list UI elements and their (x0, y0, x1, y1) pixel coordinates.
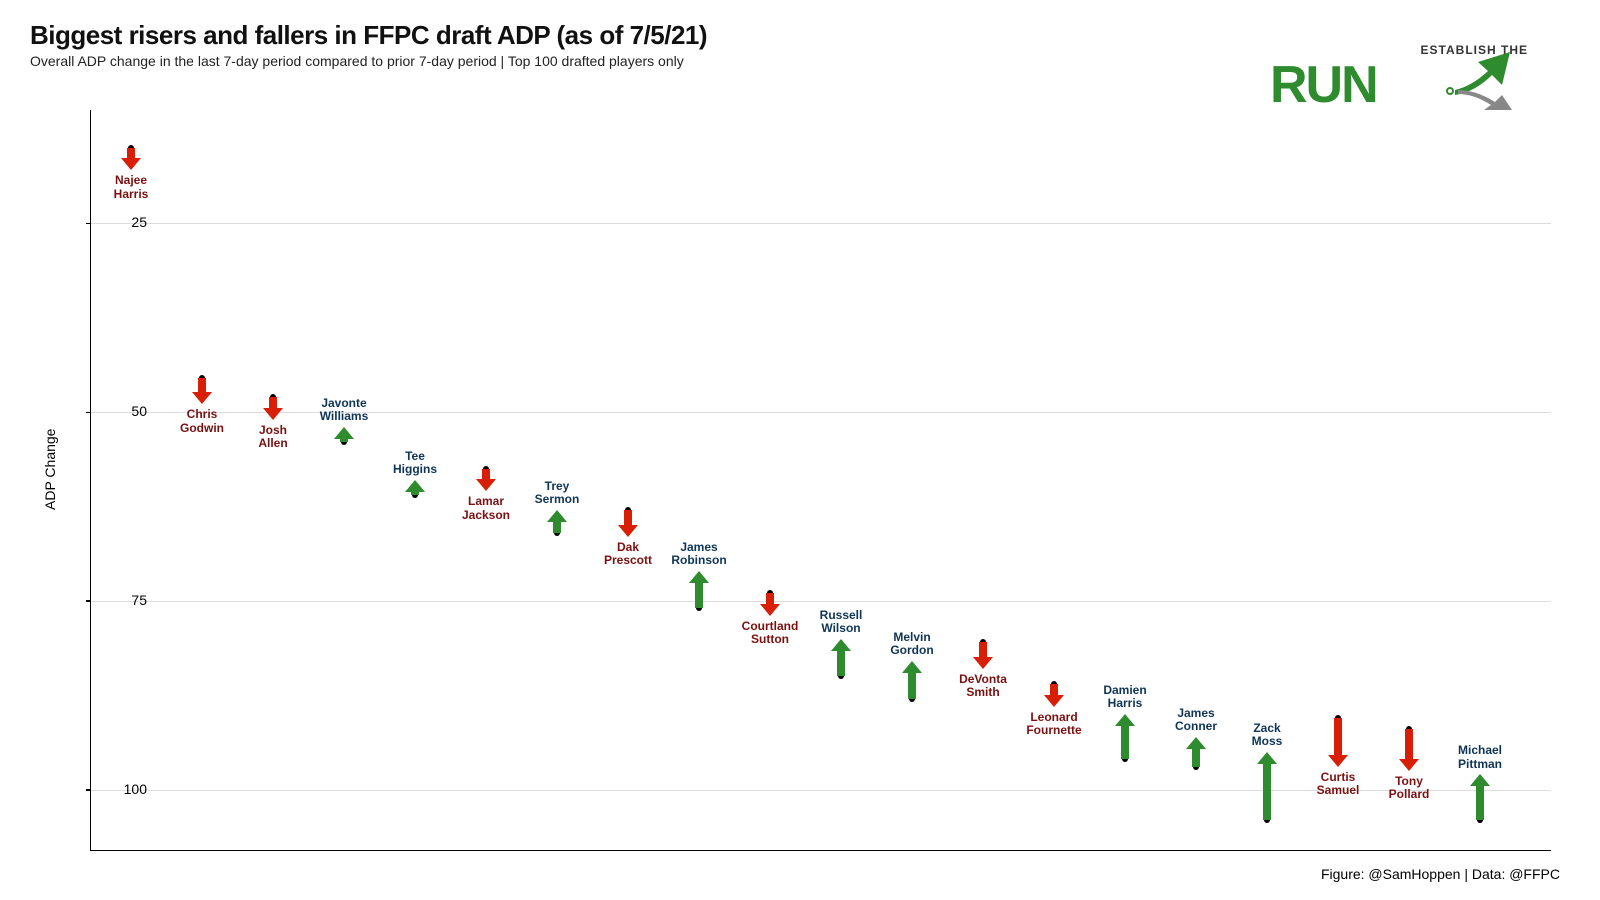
logo-arrow-up-icon (1455, 52, 1510, 95)
y-tick-label: 25 (97, 214, 147, 230)
arrow-down-icon (121, 158, 141, 170)
arrow-up-icon (1115, 714, 1135, 726)
arrow-up-icon (1470, 774, 1490, 786)
player-label: NajeeHarris (71, 174, 191, 200)
gridline (91, 223, 1551, 224)
arrow-up-icon (689, 571, 709, 583)
y-tick-mark (86, 223, 91, 225)
arrow-shaft (411, 492, 419, 495)
arrow-shaft (1050, 684, 1058, 695)
player-marker: DamienHarris (1124, 110, 1126, 850)
arrow-down-icon (1399, 759, 1419, 771)
arrow-down-icon (263, 408, 283, 420)
arrow-shaft (1405, 729, 1413, 759)
player-marker: JamesConner (1195, 110, 1197, 850)
player-marker: JavonteWilliams (343, 110, 345, 850)
y-tick-label: 100 (97, 781, 147, 797)
arrow-down-icon (618, 525, 638, 537)
arrow-shaft (553, 522, 561, 533)
arrow-shaft (1121, 726, 1129, 759)
y-tick-label: 75 (97, 592, 147, 608)
arrow-shaft (979, 642, 987, 656)
gridline (91, 601, 1551, 602)
player-marker: CourtlandSutton (769, 110, 771, 850)
player-label: TreySermon (497, 480, 617, 506)
player-marker: ZackMoss (1266, 110, 1268, 850)
arrow-up-icon (334, 427, 354, 439)
player-marker: JoshAllen (272, 110, 274, 850)
arrow-down-icon (476, 479, 496, 491)
player-marker: TeeHiggins (414, 110, 416, 850)
arrow-shaft (1334, 718, 1342, 755)
logo-top-text: ESTABLISH THE (1421, 43, 1528, 57)
player-marker: DeVontaSmith (982, 110, 984, 850)
logo-dot-icon (1447, 88, 1453, 94)
player-label: MelvinGordon (852, 631, 972, 657)
player-marker: LeonardFournette (1053, 110, 1055, 850)
arrow-up-icon (1257, 752, 1277, 764)
player-marker: ChrisGodwin (201, 110, 203, 850)
player-marker: MichaelPittman (1479, 110, 1481, 850)
y-tick-mark (86, 789, 91, 791)
arrow-shaft (1476, 786, 1484, 819)
arrow-up-icon (405, 480, 425, 492)
logo-arrow-down-icon (1458, 90, 1512, 110)
y-tick-label: 50 (97, 403, 147, 419)
arrow-down-icon (192, 392, 212, 404)
chart-container: Biggest risers and fallers in FFPC draft… (30, 20, 1570, 860)
arrow-down-icon (1328, 755, 1348, 767)
arrow-up-icon (902, 661, 922, 673)
player-label: TonyPollard (1349, 775, 1469, 801)
arrow-shaft (908, 673, 916, 699)
player-marker: NajeeHarris (130, 110, 132, 850)
arrow-shaft (1263, 764, 1271, 820)
arrow-shaft (482, 469, 490, 480)
figure-credit: Figure: @SamHoppen | Data: @FFPC (1321, 866, 1560, 882)
player-marker: LamarJackson (485, 110, 487, 850)
arrow-shaft (766, 593, 774, 604)
player-marker: MelvinGordon (911, 110, 913, 850)
arrow-shaft (837, 651, 845, 677)
plot-area: 25 50 75 100NajeeHarris ChrisGodwin JoshAllen… (90, 110, 1551, 851)
logo-main-text: RUN (1270, 56, 1377, 110)
player-label: JamesRobinson (639, 541, 759, 567)
player-marker: TreySermon (556, 110, 558, 850)
arrow-shaft (695, 583, 703, 609)
player-label: JoshAllen (213, 424, 333, 450)
player-label: ZackMoss (1207, 722, 1327, 748)
player-label: LeonardFournette (994, 711, 1114, 737)
arrow-down-icon (1044, 695, 1064, 707)
arrow-shaft (1192, 749, 1200, 767)
player-marker: RussellWilson (840, 110, 842, 850)
player-label: DeVontaSmith (923, 673, 1043, 699)
player-marker: TonyPollard (1408, 110, 1410, 850)
logo-establish-the-run: ESTABLISH THE RUN (1270, 40, 1530, 110)
arrow-down-icon (760, 604, 780, 616)
y-tick-mark (86, 412, 91, 414)
player-marker: DakPrescott (627, 110, 629, 850)
player-label: TeeHiggins (355, 450, 475, 476)
y-tick-mark (86, 600, 91, 602)
arrow-shaft (624, 510, 632, 524)
arrow-up-icon (831, 639, 851, 651)
arrow-shaft (127, 148, 135, 159)
arrow-shaft (198, 378, 206, 392)
arrow-shaft (269, 397, 277, 408)
player-label: JavonteWilliams (284, 397, 404, 423)
arrow-down-icon (973, 657, 993, 669)
player-marker: JamesRobinson (698, 110, 700, 850)
player-label: MichaelPittman (1420, 744, 1540, 770)
y-axis-label: ADP Change (42, 429, 58, 510)
arrow-up-icon (547, 510, 567, 522)
arrow-up-icon (1186, 737, 1206, 749)
player-marker: CurtisSamuel (1337, 110, 1339, 850)
arrow-shaft (340, 439, 348, 442)
